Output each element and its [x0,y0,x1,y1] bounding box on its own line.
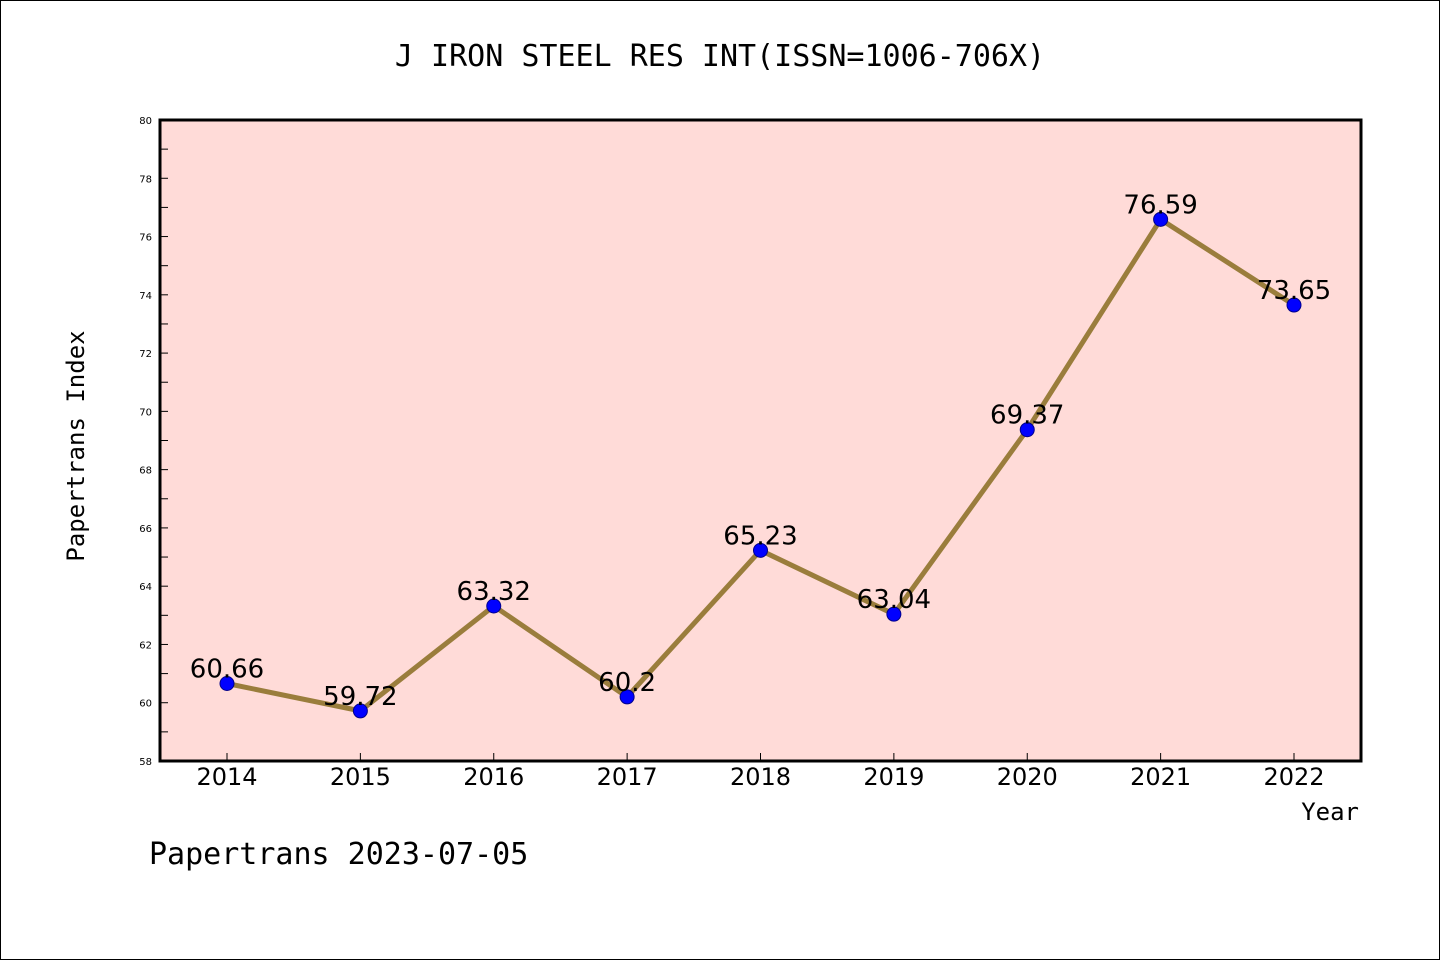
plot-border [158,118,1363,763]
y-tick-label: 74 [139,291,152,302]
y-tick-label: 64 [139,582,152,593]
data-label: 63.04 [857,585,931,615]
y-axis-label: Papertrans Index [62,330,90,561]
x-tick-label: 2017 [597,763,658,791]
data-point [1153,211,1169,227]
y-tick-label: 60 [139,699,152,710]
data-point [619,689,635,705]
data-label: 73.65 [1257,276,1331,306]
x-tick-label: 2020 [997,763,1058,791]
y-tick-label: 58 [139,757,152,768]
data-labels: 60.66 59.72 63.32 60.2 65.23 63.04 69.37 76.59 7… [190,190,1331,712]
y-tick-label: 72 [139,349,152,360]
chart-title: J IRON STEEL RES INT(ISSN=1006-706X) [395,39,1045,74]
y-tick-label: 70 [139,407,152,418]
data-label: 63.32 [457,577,531,607]
data-label: 65.23 [723,521,797,551]
x-tick-label: 2021 [1130,763,1191,791]
data-point [1286,297,1302,313]
data-point [219,675,235,691]
footer-watermark: Papertrans 2023-07-05 [149,837,528,872]
data-point [886,606,902,622]
data-label: 76.59 [1123,190,1197,220]
y-tick-label: 68 [139,466,152,477]
x-tick-label: 2019 [863,763,924,791]
x-tick-label: 2014 [196,763,257,791]
y-tick-label: 62 [139,640,152,651]
y-tick-label: 76 [139,233,152,244]
x-axis-ticks: 2014 2015 2016 2017 2018 2019 2020 2021 2022 [196,753,1325,791]
data-point [1019,422,1035,438]
data-label: 59.72 [323,682,397,712]
data-label: 69.37 [990,401,1064,431]
x-tick-label: 2018 [730,763,791,791]
data-label: 60.66 [190,654,264,684]
data-point [486,598,502,614]
x-axis-label: Year [1301,798,1359,826]
y-tick-label: 66 [139,524,152,535]
y-tick-label: 80 [139,116,152,127]
x-tick-label: 2015 [330,763,391,791]
series-markers [219,211,1302,719]
data-point [352,703,368,719]
y-tick-label: 78 [139,174,152,185]
x-tick-label: 2016 [463,763,524,791]
data-point [753,542,768,558]
x-tick-label: 2022 [1263,763,1324,791]
data-label: 60.2 [598,668,656,698]
